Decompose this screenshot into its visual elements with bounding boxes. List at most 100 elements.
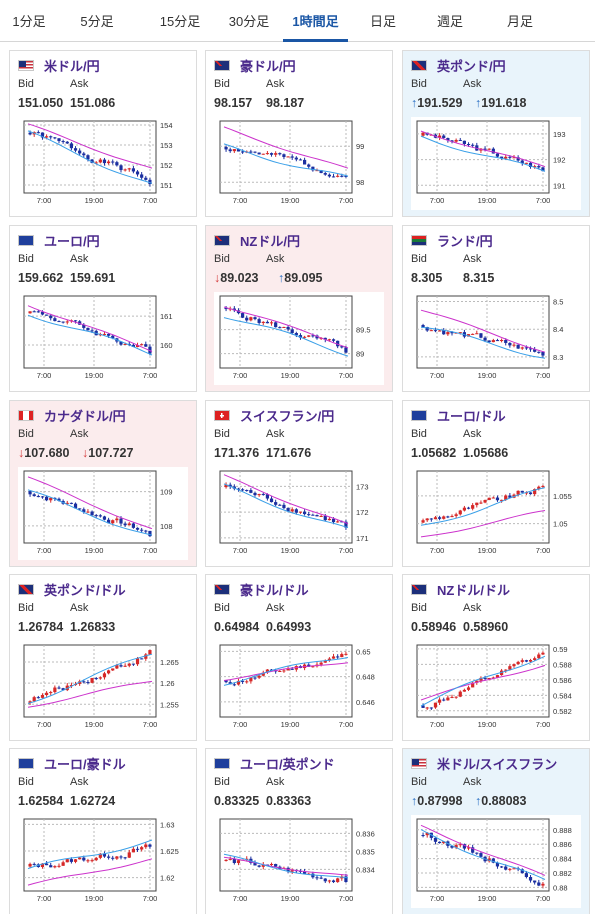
pair-name[interactable]: カナダドル/円 [44,409,126,424]
tab-2[interactable]: 5分足 [80,14,114,29]
currency-card[interactable]: ユーロ/円 Bid Ask 159.662 159.691 161 160 7:00 19:00… [9,225,197,392]
candle-body [115,518,119,521]
y-tick-label: 153 [160,141,173,150]
candle-body [82,324,86,328]
pair-name[interactable]: NZドル/円 [240,234,300,249]
candle-body [336,878,340,883]
price-chart[interactable]: 154 153 152 151 7:00 19:00 7:00 [18,117,188,210]
pair-name[interactable]: ユーロ/ドル [437,409,506,424]
pair-name[interactable]: 豪ドル/ドル [240,583,309,598]
tab-7[interactable]: 週足 [436,14,463,29]
price-chart[interactable]: 0.836 0.835 0.834 7:00 19:00 7:00 [214,815,384,908]
ask-label: Ask [70,253,89,265]
y-tick-label: 0.588 [553,660,572,669]
pair-name[interactable]: ユーロ/円 [44,234,100,249]
pair-name[interactable]: NZドル/ドル [437,583,510,598]
plot-frame [416,295,550,369]
candle-body [131,663,135,665]
candle-body [249,151,253,153]
currency-card[interactable]: 米ドル/円 Bid Ask 151.050 151.086 154 153 152 151 7:0… [9,50,197,217]
price-chart[interactable]: 193 192 191 7:00 19:00 7:00 [411,117,581,210]
price-chart[interactable]: 1.265 1.26 1.255 7:00 19:00 7:00 [18,641,188,734]
pair-name[interactable]: ユーロ/英ポンド [240,757,335,772]
price-chart[interactable]: 0.888 0.886 0.884 0.882 0.88 7:00 19:00 7:00 [411,815,581,908]
tab-6[interactable]: 日足 [369,14,396,29]
price-chart[interactable]: 161 160 7:00 19:00 7:00 [18,292,188,385]
tab-4[interactable]: 30分足 [228,14,270,29]
pair-name[interactable]: ユーロ/豪ドル [44,757,126,772]
candle-body [65,859,69,863]
tab-1[interactable]: 1分足 [12,14,46,29]
pair-name[interactable]: スイスフラン/円 [240,409,335,424]
candle-body [28,863,32,867]
candle-body [421,520,425,523]
x-tick-label: 19:00 [281,546,300,555]
pair-name[interactable]: 英ポンド/ドル [44,583,126,598]
candle-body [520,347,524,349]
currency-card[interactable]: 豪ドル/円 Bid Ask 98.157 98.187 99 98 7:00 19:00 7:00 [205,50,393,217]
price-chart[interactable]: 99 98 7:00 19:00 7:00 [214,117,384,210]
currency-card[interactable]: 米ドル/スイスフラン Bid Ask ↑0.87998 ↑0.88083 0.888 0.8… [402,748,590,914]
candle-body [528,348,533,350]
currency-card[interactable]: ユーロ/英ポンド Bid Ask 0.83325 0.83363 0.836 0.835 0.… [205,748,393,914]
candle-body [471,847,475,853]
x-tick-label: 19:00 [85,196,104,205]
ask-label: Ask [70,602,89,614]
price-chart[interactable]: 0.65 0.648 0.646 7:00 19:00 7:00 [214,641,384,734]
moving-average-long [27,123,153,169]
candle-body [298,511,303,513]
price-chart[interactable]: 173 172 171 7:00 19:00 7:00 [214,467,384,560]
price-chart[interactable]: 0.59 0.588 0.586 0.584 0.582 7:00 19:00 7:00 [411,641,581,734]
y-tick-label: 0.834 [356,865,375,874]
currency-card[interactable]: NZドル/円 Bid Ask ↓89.023 ↑89.095 89.5 89 7:00 19:0… [205,225,393,392]
candle-body [315,170,319,172]
currency-card[interactable]: NZドル/ドル Bid Ask 0.58946 0.58960 0.59 0.588 0.58… [402,574,590,741]
moving-average-short [27,130,153,184]
candlestick-chart: 8.58.48.37:00 19:00 7:00 [416,295,563,380]
currency-card[interactable]: スイスフラン/円 Bid Ask 171.376 171.676 173 172 171 7:0… [205,400,393,567]
candle-body [123,523,127,526]
bid-value: 8.305 [411,271,443,285]
bid-label: Bid [411,253,427,265]
candle-body [274,863,278,867]
ask-value: ↓107.727 [82,446,134,460]
pair-name[interactable]: 豪ドル/円 [240,59,296,74]
candle-body [327,518,331,521]
currency-card[interactable]: 英ポンド/円 Bid Ask ↑191.529 ↑191.618 193 192 191 7:0… [402,50,590,217]
price-chart[interactable]: 89.5 89 7:00 19:00 7:00 [214,292,384,385]
y-tick-label: 171 [356,534,369,543]
price-chart[interactable]: 1.055 1.05 7:00 19:00 7:00 [411,467,581,560]
pair-name[interactable]: 米ドル/円 [44,59,100,74]
candle-body [450,140,454,142]
candle-body [32,311,36,313]
candle-body [541,652,545,655]
candle-body [53,318,57,322]
pair-name[interactable]: ランド/円 [437,234,493,249]
price-chart[interactable]: 8.5 8.4 8.3 7:00 19:00 7:00 [411,292,581,385]
currency-card[interactable]: ユーロ/ドル Bid Ask 1.05682 1.05686 1.055 1.05 7:00 1… [402,400,590,567]
currency-card[interactable]: 英ポンド/ドル Bid Ask 1.26784 1.26833 1.265 1.26 1.25… [9,574,197,741]
tab-5[interactable]: 1時間足 [283,0,348,42]
pair-name[interactable]: 英ポンド/円 [437,59,506,74]
currency-card[interactable]: ランド/円 Bid Ask 8.305 8.315 8.5 8.4 8.3 7:00 19:00 7… [402,225,590,392]
x-tick-label: 7:00 [143,720,158,729]
pair-name[interactable]: 米ドル/スイスフラン [437,757,558,772]
currency-card[interactable]: ユーロ/豪ドル Bid Ask 1.62584 1.62724 1.63 1.625 1.62… [9,748,197,914]
currency-card[interactable]: 豪ドル/ドル Bid Ask 0.64984 0.64993 0.65 0.648 0.646… [205,574,393,741]
candle-body [94,678,98,680]
moving-average-short [223,143,349,177]
candle-body [135,527,140,530]
candle-body [49,865,53,868]
currency-card[interactable]: カナダドル/円 Bid Ask ↓107.680 ↓107.727 109 108 7:00 1… [9,400,197,567]
price-chart[interactable]: 1.63 1.625 1.62 7:00 19:00 7:00 [18,815,188,908]
candle-body [504,340,508,343]
ca-flag-icon [18,410,34,421]
tab-8[interactable]: 月足 [506,14,533,29]
tab-3[interactable]: 15分足 [159,14,201,29]
candle-body [69,143,73,149]
candle-body [236,149,241,152]
price-chart[interactable]: 109 108 7:00 19:00 7:00 [18,467,188,560]
plot-frame [23,470,157,544]
